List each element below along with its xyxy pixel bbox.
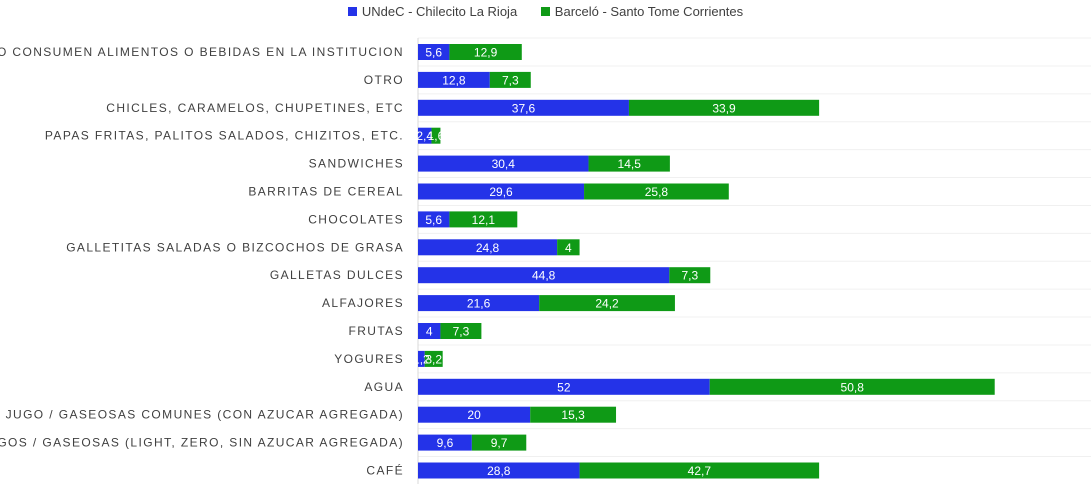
data-label-series-2: 42,7	[688, 464, 712, 478]
data-label-series-1: 37,6	[512, 101, 536, 115]
data-label-series-1: 2,4	[416, 129, 433, 143]
bar-series-1	[418, 378, 710, 395]
legend-label-series-1: UNdeC - Chilecito La Rioja	[361, 4, 518, 19]
bar-series-2	[449, 211, 518, 228]
bar-series-2	[709, 378, 995, 395]
data-label-series-1: 1,2	[413, 352, 430, 366]
category-label: YOGURES	[334, 352, 404, 366]
legend-swatch-series-2	[540, 7, 550, 16]
category-label: GALLETITAS SALADAS O BIZCOCHOS DE GRASA	[66, 240, 404, 254]
category-label: ALFAJORES	[322, 296, 404, 310]
data-label-series-1: 21,6	[467, 297, 491, 311]
data-label-series-2: 33,9	[712, 101, 736, 115]
data-label-series-1: 44,8	[532, 269, 556, 283]
bars	[418, 44, 995, 479]
value-labels: 5,6 12,9 12,8 7,3 37,6 33,9 2,41,6 30,4 14,5 29,6…	[413, 46, 864, 479]
category-separators	[418, 37, 1091, 458]
bar-series-1	[418, 434, 472, 451]
bar-series-1	[418, 462, 580, 479]
data-label-series-2: 9,7	[491, 436, 508, 450]
data-label-series-2: 7,3	[502, 73, 519, 87]
category-label: CAFÉ	[366, 463, 404, 478]
data-label-series-1: 4	[426, 325, 433, 339]
category-label: NO CONSUMEN ALIMENTOS O BEBIDAS EN LA IN…	[0, 45, 404, 59]
bar-series-1	[418, 71, 490, 88]
legend-item-series-2: Barceló - Santo Tome Corrientes	[540, 4, 744, 19]
bar-series-1	[418, 323, 441, 339]
category-label: CHOCOLATES	[308, 212, 404, 226]
data-label-series-1: 24,8	[476, 241, 500, 255]
category-label: OTRO	[364, 73, 404, 87]
bar-series-2	[628, 99, 820, 116]
bar-series-2	[539, 295, 675, 312]
data-label-series-2: 25,8	[645, 185, 669, 199]
bar-series-1	[418, 406, 531, 423]
data-label-series-2: 15,3	[561, 408, 585, 422]
bar-series-2	[489, 71, 531, 88]
bar-series-2	[579, 462, 820, 479]
data-label-series-1: 29,6	[489, 185, 513, 199]
legend-item-series-1: UNdeC - Chilecito La Rioja	[347, 4, 518, 19]
data-label-series-1: 20	[467, 408, 481, 422]
bar-series-1	[418, 239, 558, 256]
bar-series-2	[584, 183, 729, 200]
bar-series-1	[418, 99, 629, 116]
bar-series-2	[557, 239, 580, 256]
bar-series-2	[669, 267, 711, 284]
category-label: BARRITAS DE CEREAL	[248, 185, 404, 199]
bar-series-2	[440, 323, 482, 339]
data-label-series-2: 7,3	[681, 269, 698, 283]
data-label-series-2: 14,5	[618, 157, 642, 171]
data-label-series-2: 12,1	[472, 213, 496, 227]
data-label-series-1: 5,6	[425, 46, 442, 60]
data-label-series-1: 12,8	[442, 73, 466, 87]
bar-series-1	[418, 267, 670, 284]
bar-series-2	[588, 155, 670, 172]
bar-series-2	[449, 44, 522, 60]
data-label-series-1: 52	[557, 380, 571, 394]
data-label-series-2: 4	[565, 241, 572, 255]
legend-swatch-series-1	[347, 7, 357, 16]
data-label-series-2: 24,2	[595, 297, 619, 311]
bar-series-1	[418, 183, 585, 200]
bar-series-2	[424, 350, 443, 367]
category-label: JUGOS / GASEOSAS (LIGHT, ZERO, SIN AZUCA…	[0, 436, 404, 450]
data-label-series-1: 30,4	[492, 157, 516, 171]
data-label-series-1: 9,6	[437, 436, 454, 450]
data-label-series-2: 7,3	[453, 325, 470, 339]
category-label: GALLETAS DULCES	[270, 268, 404, 282]
data-label-series-2: 50,8	[841, 380, 865, 394]
category-label: JUGO / GASEOSAS COMUNES (CON AZUCAR AGRE…	[6, 408, 404, 422]
category-labels: NO CONSUMEN ALIMENTOS O BEBIDAS EN LA IN…	[0, 45, 404, 478]
category-label: FRUTAS	[348, 324, 404, 338]
bar-series-1	[418, 155, 589, 172]
bar-series-1	[418, 211, 450, 228]
data-label-series-2: 1,6	[428, 129, 445, 143]
bar-series-1	[418, 295, 540, 312]
category-label: CHICLES, CARAMELOS, CHUPETINES, ETC	[106, 101, 404, 115]
data-label-series-1: 28,8	[487, 464, 511, 478]
bar-series-1	[418, 44, 450, 60]
data-label-series-2: 3,2	[425, 352, 442, 366]
legend-label-series-2: Barceló - Santo Tome Corrientes	[554, 4, 744, 19]
data-label-series-2: 12,9	[474, 46, 498, 60]
bar-series-2	[471, 434, 527, 451]
data-label-series-1: 5,6	[425, 213, 442, 227]
bar-series-2	[530, 406, 617, 423]
chart-legend: UNdeC - Chilecito La Rioja Barceló - San…	[0, 4, 1091, 19]
bar-series-1	[418, 127, 432, 144]
category-label: AGUA	[364, 380, 404, 394]
category-label: PAPAS FRITAS, PALITOS SALADOS, CHIZITOS,…	[45, 129, 404, 143]
category-label: SANDWICHES	[309, 157, 404, 171]
bar-series-2	[431, 127, 441, 144]
bar-series-1	[418, 350, 425, 367]
